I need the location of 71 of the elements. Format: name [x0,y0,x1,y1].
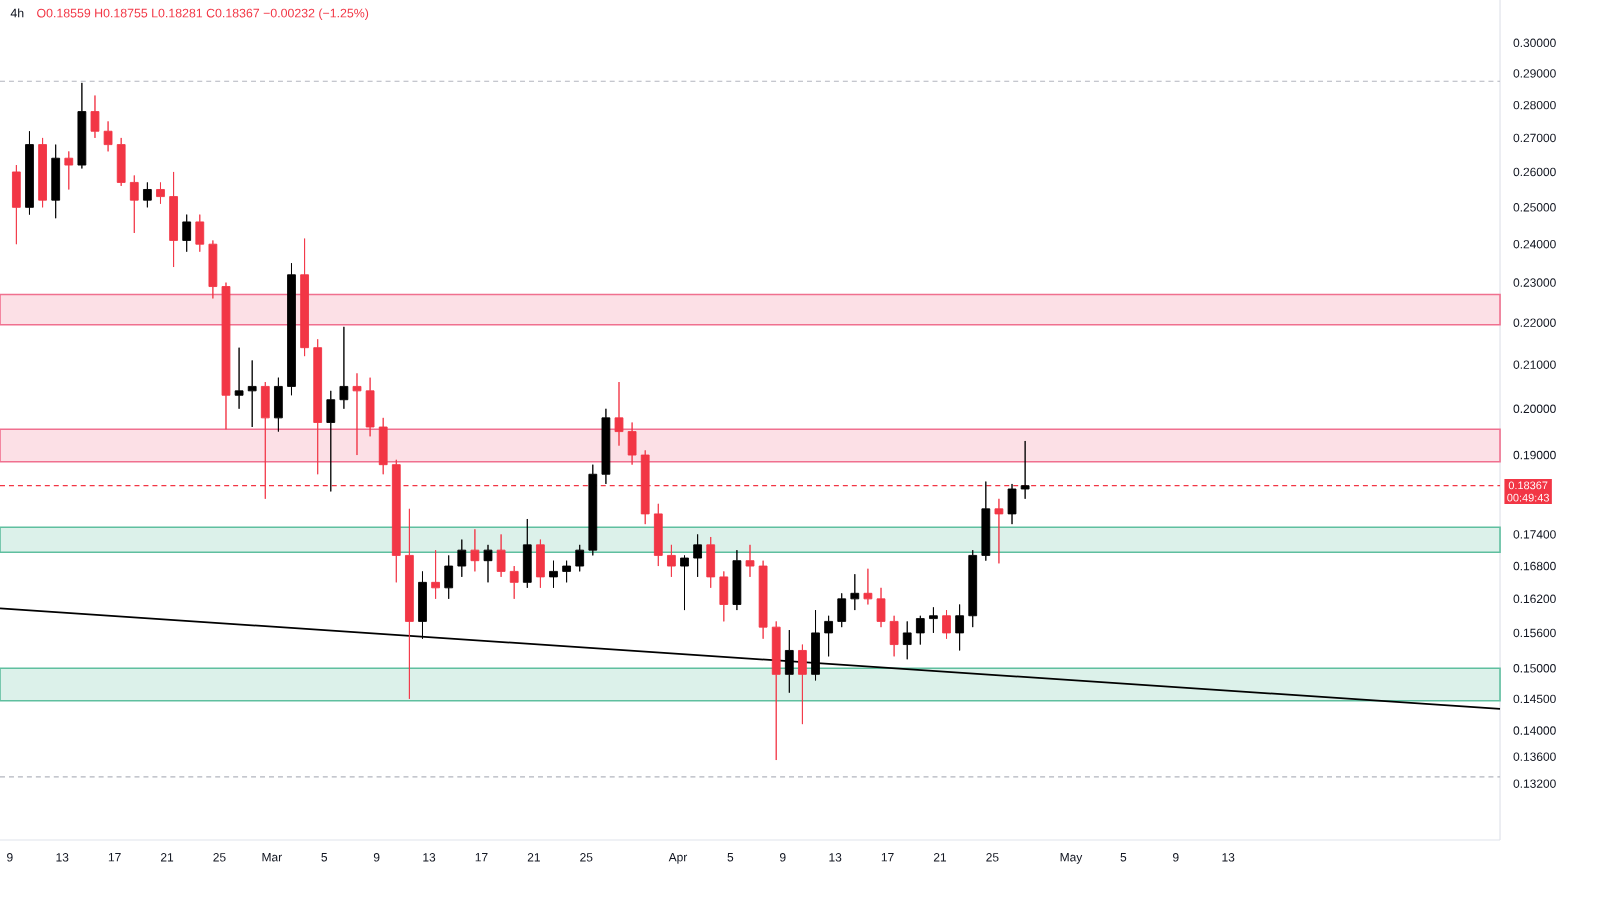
candlestick [38,137,47,208]
candlestick [405,508,414,700]
candlestick [837,592,847,628]
candlestick [627,422,637,466]
candlestick [863,568,873,605]
candlestick [509,565,519,600]
candlestick [653,503,663,567]
candlestick [981,481,991,562]
candlestick [902,620,912,660]
candlestick [339,326,349,410]
candlestick [955,604,964,651]
candlestick [156,181,165,205]
candlestick [326,390,336,492]
candlestick [365,377,375,437]
candlestick [457,539,467,578]
candlestick [575,544,585,572]
candlestick [51,144,61,219]
candlestick [942,609,951,640]
candlestick [601,408,611,485]
candlestick [876,587,886,628]
candlestick [208,239,218,299]
candlestick [247,359,257,428]
candlestick [313,338,323,475]
candlestick [929,606,938,634]
candlestick [680,554,689,611]
candlestick [915,615,925,645]
candlestick [732,549,742,611]
candlestick [719,570,729,622]
candlestick [169,171,178,268]
candlestick [470,528,480,572]
candlestick [64,150,74,190]
candlestick [824,615,833,657]
candlestick [1007,483,1017,525]
candlestick [706,536,716,589]
candlestick [562,560,571,583]
candlestick [77,82,87,169]
candlestick [784,629,794,694]
candlestick [889,615,899,657]
candlestick [116,137,126,187]
candlestick [287,262,296,396]
candlestick [588,464,598,556]
candlestick [496,533,506,578]
candlestick [483,544,493,583]
candlestick [221,282,231,430]
candlestick [798,644,807,725]
candlestick [693,533,702,578]
candlestick [300,238,309,357]
candlestick [143,181,152,208]
candlestick [195,214,205,253]
candlestick [12,164,21,245]
candlestick [274,377,283,433]
candlestick [522,518,532,589]
candlestick [968,549,978,628]
candlestick [758,560,768,640]
candlestick [549,560,558,589]
candlestick [994,498,1004,564]
candlestick [444,554,454,600]
candlestick [431,549,440,600]
candlestick [850,573,860,611]
candlestick [182,214,192,253]
candlestick [25,130,34,216]
candlestick [745,544,755,578]
candlestick [378,417,388,475]
candlestick [1020,440,1030,500]
candlestick [614,381,624,447]
candlestick [667,544,676,578]
candlestick [129,174,139,234]
candlestick [536,539,545,589]
candlestick [234,347,244,410]
candlestick [352,372,362,456]
candlestick [771,620,781,761]
